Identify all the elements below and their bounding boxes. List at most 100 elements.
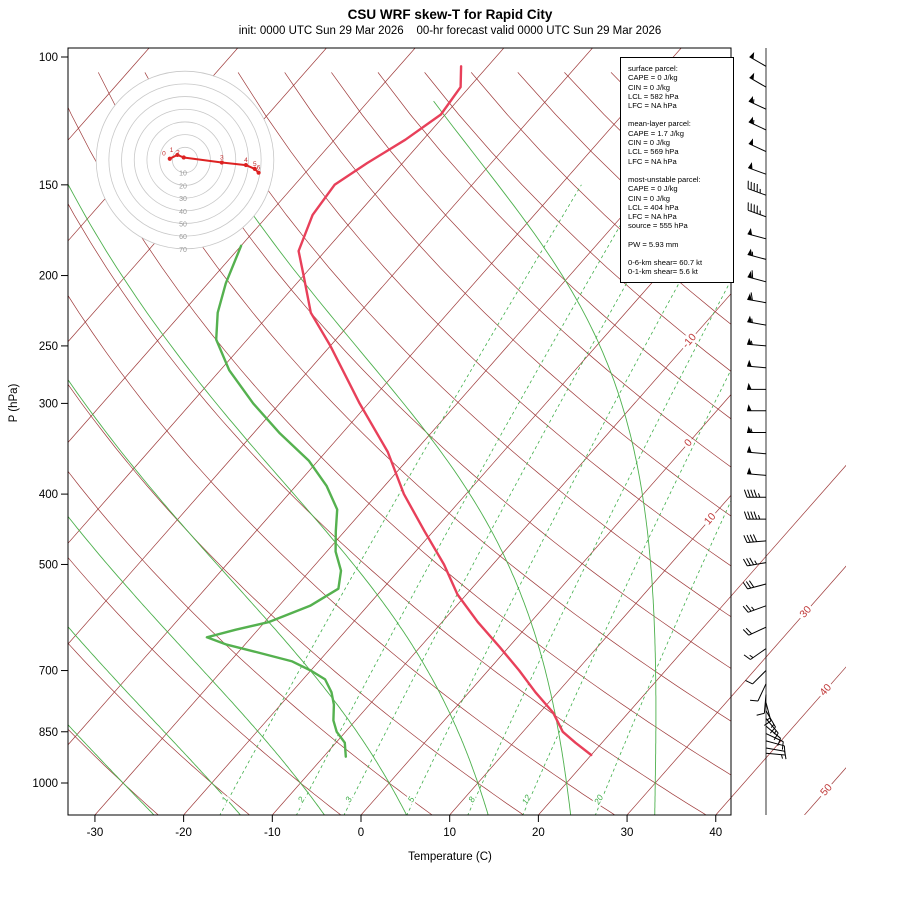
pressure-tick-label: 150	[39, 180, 58, 192]
wind-barb	[747, 404, 766, 412]
hodograph-point	[175, 152, 180, 158]
wind-barb	[747, 202, 767, 218]
hodograph-ring-label: 30	[179, 196, 187, 203]
hodograph-point	[219, 160, 224, 165]
hodograph-ring	[121, 96, 249, 224]
hodograph-ring-label: 40	[179, 209, 187, 216]
hodograph-point-label: 0	[162, 151, 166, 158]
wind-barbs-group	[742, 48, 787, 815]
svg-text:12: 12	[520, 793, 534, 806]
info-line: surface parcel:	[628, 64, 678, 73]
pressure-tick-label: 850	[39, 727, 58, 739]
hodograph: 10 20 30 40 50 60 70 01 2 3 456	[95, 70, 275, 254]
info-line: LCL = 569 hPa	[628, 147, 679, 157]
svg-text:2: 2	[295, 795, 307, 805]
wind-barb	[748, 95, 767, 110]
axis-ticks	[61, 56, 717, 822]
wind-barb	[747, 467, 767, 476]
info-line: CAPE = 0 J/kg	[628, 184, 678, 194]
wind-barb	[747, 426, 766, 433]
temperature-tick-label: -10	[264, 827, 281, 839]
pressure-tick-label: 700	[39, 666, 58, 678]
x-axis-label: Temperature (C)	[408, 851, 492, 863]
wind-barb	[747, 270, 767, 283]
wind-barb	[743, 534, 767, 544]
info-section: most-unstable parcel: CAPE = 0 J/kg CIN = …	[628, 175, 729, 231]
pressure-tick-label: 300	[39, 398, 58, 410]
wind-barb	[747, 337, 767, 347]
pressure-tick-label: 250	[39, 341, 58, 353]
info-line: PW = 5.93 mm	[628, 239, 679, 249]
hodograph-ring	[146, 121, 224, 199]
svg-text:50: 50	[818, 782, 835, 799]
pressure-tick-label: 100	[39, 52, 58, 64]
info-line: CIN = 0 J/kg	[628, 138, 670, 148]
hodograph-point	[256, 170, 261, 175]
hodograph-point	[243, 162, 249, 168]
svg-text:8: 8	[466, 795, 477, 804]
temperature-curve	[297, 65, 593, 757]
temperature-tick-label: 40	[709, 827, 722, 839]
info-section: 0-6-km shear= 60.7 kt 0-1-km shear= 5.6 k…	[628, 258, 729, 277]
parcel-info-box: surface parcel: CAPE = 0 J/kg CIN = 0 J/kg…	[620, 57, 734, 283]
info-section: surface parcel: CAPE = 0 J/kg CIN = 0 J/kg…	[628, 64, 729, 110]
temperature-tick-label: -30	[87, 827, 104, 839]
info-line: 0-1-km shear= 5.6 kt	[628, 267, 698, 277]
wind-barb	[747, 315, 767, 326]
hodograph-point-label: 3	[220, 155, 224, 162]
info-line: source = 555 hPa	[628, 221, 688, 231]
temperature-tick-label: 30	[621, 827, 634, 839]
hodograph-ring	[133, 108, 237, 212]
hodograph-point	[252, 166, 257, 171]
wind-barb	[750, 683, 767, 702]
hodograph-point-label: 1	[170, 147, 174, 154]
wind-barb	[747, 162, 767, 175]
info-section: mean-layer parcel: CAPE = 1.7 J/kg CIN = 0…	[628, 119, 729, 165]
info-line: most-unstable parcel:	[628, 174, 701, 184]
plot-frame	[67, 47, 732, 816]
svg-text:10: 10	[702, 511, 719, 528]
wind-barb	[747, 359, 767, 369]
pressure-tick-label: 1000	[32, 778, 58, 790]
wind-barb	[743, 648, 767, 660]
wind-barb	[765, 752, 785, 759]
dewpoint-curve	[205, 244, 347, 758]
temperature-tick-label: 0	[358, 827, 364, 839]
hodograph-point	[181, 155, 186, 160]
wind-barb	[765, 747, 787, 760]
pressure-tick-label: 400	[39, 489, 58, 501]
hodograph-ring-label: 50	[179, 221, 187, 228]
wind-barb	[756, 694, 767, 716]
info-section: PW = 5.93 mm	[628, 240, 729, 249]
moist-adiabats-group	[68, 100, 657, 815]
wind-barb	[747, 382, 766, 390]
svg-text:20: 20	[591, 793, 605, 807]
hodograph-point	[167, 156, 172, 161]
svg-text:-10: -10	[680, 331, 699, 350]
wind-barb	[743, 511, 766, 520]
hodograph-ring	[108, 83, 262, 237]
y-axis-label: P (hPa)	[8, 383, 20, 423]
info-line: CIN = 0 J/kg	[628, 82, 670, 92]
info-line: LCL = 582 hPa	[628, 91, 679, 101]
info-line: LFC = NA hPa	[628, 101, 677, 111]
wind-barb	[742, 557, 767, 567]
temperature-tick-label: 20	[532, 827, 545, 839]
info-line: LFC = NA hPa	[628, 212, 677, 222]
svg-text:1: 1	[219, 795, 230, 804]
temperature-tick-label: -20	[175, 827, 192, 839]
svg-text:3: 3	[343, 795, 354, 804]
wind-barb	[747, 228, 767, 240]
dry-adiabats-group	[68, 72, 731, 815]
info-line: CAPE = 1.7 J/kg	[628, 128, 684, 138]
info-line: LFC = NA hPa	[628, 156, 677, 166]
wind-barb	[747, 180, 767, 196]
hodograph-ring-label: 60	[179, 234, 187, 241]
info-line: 0-6-km shear= 60.7 kt	[628, 258, 703, 268]
info-line: LCL = 404 hPa	[628, 202, 679, 212]
hodograph-ring-label: 20	[179, 183, 187, 190]
svg-text:30: 30	[797, 604, 814, 621]
hodograph-point-label: 4	[244, 157, 248, 164]
info-line: mean-layer parcel:	[628, 119, 691, 129]
